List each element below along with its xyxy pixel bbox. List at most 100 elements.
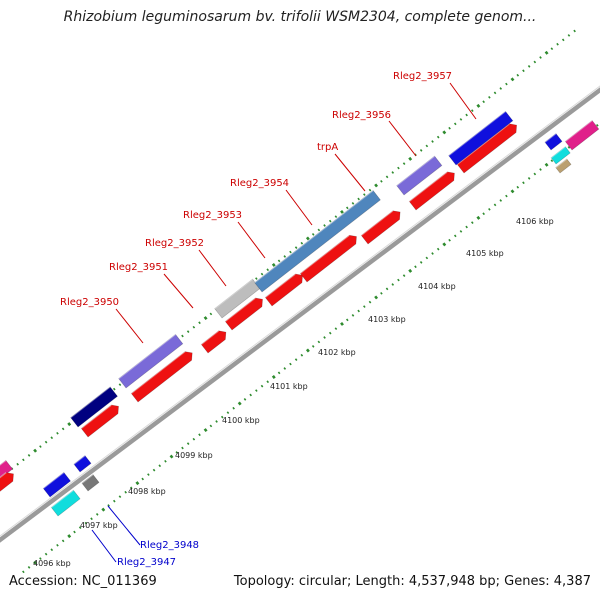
cds-red-8[interactable] (408, 171, 455, 211)
track-dot (380, 179, 383, 183)
gene-label-rleg2-3957[interactable]: Rleg2_3957 (393, 71, 452, 82)
track-dot (385, 175, 389, 179)
track-dot (363, 193, 366, 196)
track-dot (169, 454, 174, 459)
track-dot (385, 287, 389, 291)
gene-label-rleg2-3953[interactable]: Rleg2_3953 (183, 210, 242, 221)
track-dot (311, 345, 315, 348)
partial-tan-right-highlight (555, 158, 568, 169)
track-dot (50, 548, 54, 552)
gene-rleg2-3947[interactable] (42, 471, 71, 498)
cds-red-5[interactable] (264, 273, 303, 307)
track-dot (294, 246, 298, 249)
track-dot (550, 47, 554, 51)
gene-label-rleg2-3947[interactable]: Rleg2_3947 (117, 557, 176, 568)
track-dot (544, 162, 549, 167)
track-dot (22, 570, 25, 574)
track-dot (476, 103, 481, 108)
track-dot (294, 358, 298, 361)
track-dot (220, 415, 224, 419)
gene-rleg2-3950[interactable] (118, 333, 184, 389)
partial-tan-right[interactable] (555, 158, 572, 174)
gene-label-rleg2-3954[interactable]: Rleg2_3954 (230, 178, 289, 189)
track-dot (573, 29, 576, 33)
track-dot (476, 215, 481, 220)
upper-dotted-track (0, 29, 576, 480)
track-dot (425, 256, 429, 260)
partial-magenta-left-highlight (0, 459, 7, 466)
track-dot (192, 325, 196, 329)
gene-label-rleg2-3956[interactable]: Rleg2_3956 (332, 110, 391, 121)
ruler-label: 4103 kbp (368, 315, 406, 324)
cds-red-3[interactable] (200, 330, 227, 354)
partial-cyan-right-highlight (550, 146, 566, 159)
cds-red-6[interactable] (299, 234, 357, 283)
track-dot (453, 122, 457, 126)
track-dot (493, 203, 497, 207)
track-dot (465, 225, 468, 229)
gene-rleg2-3956[interactable] (396, 155, 443, 196)
cds-red-4-highlight (224, 297, 256, 322)
track-dot (39, 445, 42, 448)
partial-red-left[interactable] (0, 472, 14, 496)
partial-magenta-right[interactable] (564, 120, 600, 151)
gene-rleg2-3949[interactable] (70, 386, 118, 428)
cds-red-9[interactable] (456, 123, 517, 174)
gene-rleg2-3952-highlight (214, 278, 253, 310)
track-dot (112, 499, 116, 503)
gene-rleg2-3948[interactable] (50, 489, 81, 517)
track-dot (232, 406, 235, 410)
track-dot (431, 140, 434, 143)
ruler-label: 4099 kbp (175, 451, 213, 460)
track-dot (277, 371, 281, 375)
track-dot (516, 185, 520, 189)
track-dot (499, 199, 503, 202)
cds-red-4[interactable] (224, 297, 263, 331)
track-dot (67, 534, 72, 539)
gene-small-blue[interactable] (73, 455, 92, 473)
track-dot (408, 268, 413, 273)
track-dot (368, 300, 372, 304)
gene-label-rleg2-3952[interactable]: Rleg2_3952 (145, 238, 204, 249)
ruler-label: 4100 kbp (222, 416, 260, 425)
track-dot (130, 486, 133, 490)
ruler-label: 4096 kbp (33, 559, 71, 568)
partial-blue-right[interactable] (544, 133, 563, 151)
track-dot (414, 265, 417, 269)
backbone-line (0, 87, 600, 543)
track-dot (90, 517, 93, 521)
cds-red-7[interactable] (360, 210, 401, 245)
track-dot (345, 318, 349, 322)
leader-line (237, 221, 266, 259)
gene-rleg2-3953-3954[interactable] (254, 190, 381, 293)
partial-magenta-right-highlight (564, 119, 593, 142)
gene-rleg2-3956-highlight (396, 155, 435, 187)
track-dot (44, 552, 48, 556)
track-dot (482, 100, 485, 104)
track-dot (340, 209, 344, 214)
gene-rleg2-3952[interactable] (214, 278, 261, 319)
track-dot (147, 473, 150, 476)
accession-label: Accession: NC_011369 (9, 574, 157, 589)
cds-red-1[interactable] (80, 404, 119, 438)
gene-grey-small-highlight (81, 473, 94, 484)
gene-rleg2-3957[interactable] (448, 110, 514, 166)
gene-grey-small[interactable] (81, 474, 100, 492)
gene-label-rleg2-3951[interactable]: Rleg2_3951 (109, 262, 168, 273)
track-dot (334, 215, 338, 219)
track-dot (408, 156, 413, 161)
track-dot (567, 34, 571, 37)
track-dot (471, 221, 474, 224)
gene-label-rleg2-3950[interactable]: Rleg2_3950 (60, 297, 119, 308)
gene-label-rleg2-3948[interactable]: Rleg2_3948 (140, 540, 199, 551)
partial-cyan-right[interactable] (550, 146, 571, 165)
track-dot (84, 521, 88, 525)
track-dot (27, 566, 31, 569)
track-dot (323, 224, 326, 227)
track-dot (198, 321, 201, 325)
track-dot (33, 560, 38, 565)
gene-label-trpa[interactable]: trpA (317, 142, 338, 153)
cds-red-2[interactable] (130, 351, 193, 403)
leader-line (388, 120, 417, 157)
